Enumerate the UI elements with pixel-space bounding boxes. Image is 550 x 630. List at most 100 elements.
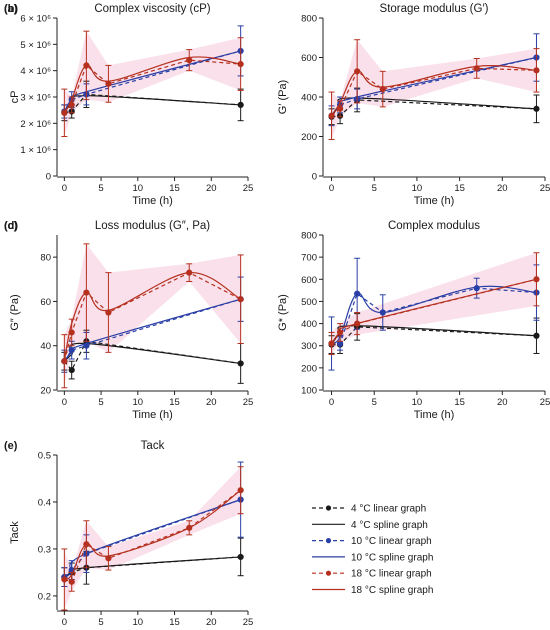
y-tick-label: 400 <box>301 319 317 330</box>
data-point <box>186 57 193 64</box>
legend-item: 18 °C spline graph <box>312 585 433 596</box>
data-point <box>237 553 244 561</box>
data-point <box>379 86 386 93</box>
series-18C <box>328 39 540 140</box>
error-band <box>64 548 72 610</box>
spline-line <box>63 342 241 365</box>
x-axis-title: Time (h) <box>414 409 455 421</box>
error-band <box>357 252 537 335</box>
error-band <box>476 48 537 93</box>
data-point <box>105 309 112 316</box>
x-tick-label: 15 <box>454 183 465 194</box>
x-tick-label: 0 <box>62 397 67 408</box>
chart-panel: (c) Loss modulus (G″, Pa) 20 40 60 80 0 5 10 15 20… <box>4 220 253 421</box>
y-axis-title: Tack <box>9 521 21 544</box>
x-tick-label: 10 <box>412 183 423 194</box>
data-point <box>533 105 540 112</box>
y-tick-label: 40 <box>40 341 51 352</box>
x-tick-label: 0 <box>329 183 334 194</box>
error-band <box>108 520 190 571</box>
linear-line <box>64 556 241 578</box>
data-point <box>354 68 361 75</box>
data-point <box>105 555 112 562</box>
error-band <box>71 243 87 346</box>
panel-letter: (d) <box>4 220 18 232</box>
chart-panel: (a) Complex viscosity (cP) 0 1 × 10⁶ 2 × 10⁶… <box>4 3 253 207</box>
y-tick-label: 500 <box>301 297 317 308</box>
linear-line <box>63 340 241 372</box>
x-tick-label: 0 <box>62 617 67 628</box>
data-point <box>105 80 112 87</box>
legend-item: 10 °C linear graph <box>312 536 432 547</box>
y-axis-title: G* (Pa) <box>277 294 289 331</box>
x-tick-label: 15 <box>169 183 180 194</box>
data-point <box>354 320 361 327</box>
x-tick-label: 25 <box>243 617 254 628</box>
y-tick-label: 0 <box>312 172 317 183</box>
legend-label: 4 °C linear graph <box>351 504 426 515</box>
y-tick-label: 400 <box>301 93 317 104</box>
data-point <box>328 340 335 347</box>
x-tick-label: 25 <box>243 397 254 408</box>
x-tick-label: 20 <box>497 397 508 408</box>
y-tick-label: 20 <box>40 386 51 397</box>
y-tick-label: 0.4 <box>38 497 51 508</box>
data-point <box>533 332 540 339</box>
y-tick-label: 6 × 10⁶ <box>20 14 51 25</box>
linear-line <box>331 326 537 346</box>
data-point <box>533 67 540 74</box>
legend-label: 18 °C linear graph <box>351 569 432 580</box>
y-tick-label: 700 <box>301 253 317 264</box>
data-point <box>68 366 75 374</box>
data-point <box>68 578 75 585</box>
chart-panel: (d) Complex modulus1002003004005006007008… <box>4 220 550 421</box>
error-band <box>189 37 241 91</box>
linear-line <box>331 56 537 117</box>
x-tick-label: 20 <box>206 397 217 408</box>
chart-panels: (a) Complex viscosity (cP) 0 1 × 10⁶ 2 × 10⁶… <box>4 3 550 630</box>
spline-line <box>63 298 241 362</box>
legend-label: 10 °C linear graph <box>351 536 432 547</box>
y-tick-label: 600 <box>301 53 317 64</box>
y-tick-label: 0 <box>46 172 51 183</box>
data-point <box>68 329 75 336</box>
spline-line <box>331 285 537 345</box>
series-18C <box>328 252 540 356</box>
data-point <box>68 101 75 109</box>
x-tick-label: 10 <box>133 617 144 628</box>
data-point <box>473 285 480 292</box>
y-tick-label: 0.2 <box>38 591 51 602</box>
y-tick-label: 1 × 10⁶ <box>20 145 51 156</box>
x-tick-label: 5 <box>372 183 377 194</box>
y-tick-label: 3 × 10⁶ <box>20 93 51 104</box>
error-bands <box>331 39 537 140</box>
y-tick-label: 800 <box>301 231 317 242</box>
data-point <box>83 62 90 69</box>
error-band <box>64 319 72 388</box>
y-tick-label: 300 <box>301 341 317 352</box>
error-band <box>189 254 241 344</box>
x-tick-label: 5 <box>98 617 103 628</box>
data-point <box>61 576 68 583</box>
data-point <box>83 541 90 548</box>
data-point <box>354 290 361 297</box>
series-18C <box>61 243 244 389</box>
linear-line <box>63 50 241 112</box>
data-point <box>83 342 90 349</box>
error-band <box>357 39 383 107</box>
y-tick-label: 200 <box>301 132 317 143</box>
error-band <box>108 49 190 103</box>
error-band <box>189 466 241 535</box>
chart-title: Complex modulus <box>388 220 480 232</box>
legend-item: 4 °C linear graph <box>312 504 426 515</box>
x-tick-label: 20 <box>206 617 217 628</box>
error-band <box>86 243 109 353</box>
error-bands <box>331 252 537 355</box>
data-point <box>61 109 68 116</box>
y-tick-label: 600 <box>301 275 317 286</box>
y-tick-label: 100 <box>301 386 317 397</box>
legend-label: 4 °C spline graph <box>351 520 428 531</box>
error-band <box>340 312 358 342</box>
